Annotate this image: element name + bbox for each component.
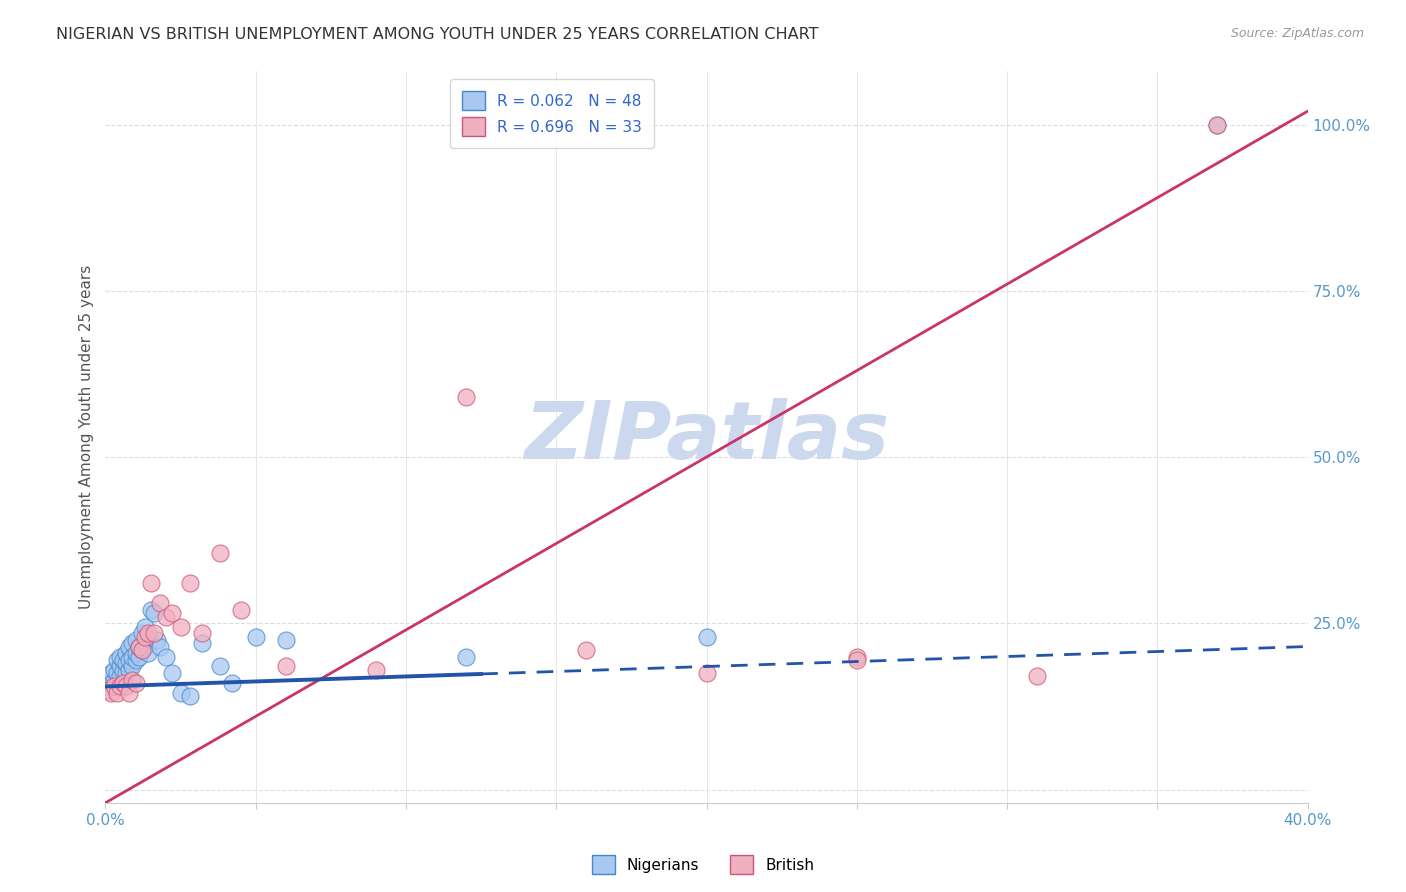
Point [97,682,120,697]
Point [696,666,718,681]
Point [136,646,159,660]
Point [110,659,132,673]
Point [131,626,153,640]
Point [134,630,156,644]
Point [155,609,177,624]
Point [139,603,162,617]
Point [229,603,252,617]
Point [155,649,177,664]
Point [100,676,122,690]
Point [118,640,141,654]
Point [274,632,297,647]
Point [160,607,183,621]
Y-axis label: Unemployment Among Youth under 25 years: Unemployment Among Youth under 25 years [79,265,94,609]
Text: ZIPatlas: ZIPatlas [524,398,889,476]
Text: Source: ZipAtlas.com: Source: ZipAtlas.com [1230,27,1364,40]
Point [208,659,231,673]
Point [118,686,141,700]
Point [112,653,135,667]
Point [208,546,231,560]
Point [169,619,191,633]
Point [454,649,477,664]
Point [128,640,150,654]
Point [128,649,150,664]
Point [1206,118,1229,132]
Point [110,669,132,683]
Point [454,390,477,404]
Point [124,646,146,660]
Point [179,576,201,591]
Point [245,630,267,644]
Point [100,686,122,700]
Legend: R = 0.062   N = 48, R = 0.696   N = 33: R = 0.062 N = 48, R = 0.696 N = 33 [450,79,654,148]
Point [100,666,122,681]
Point [148,596,170,610]
Point [103,663,125,677]
Point [121,673,143,687]
Text: NIGERIAN VS BRITISH UNEMPLOYMENT AMONG YOUTH UNDER 25 YEARS CORRELATION CHART: NIGERIAN VS BRITISH UNEMPLOYMENT AMONG Y… [56,27,818,42]
Legend: Nigerians, British: Nigerians, British [586,849,820,880]
Point [110,680,132,694]
Point [134,619,156,633]
Point [118,663,141,677]
Point [112,676,135,690]
Point [145,632,167,647]
Point [221,676,243,690]
Point [107,686,129,700]
Point [103,680,125,694]
Point [696,630,718,644]
Point [1206,118,1229,132]
Point [190,636,212,650]
Point [112,676,135,690]
Point [169,686,191,700]
Point [131,643,153,657]
Point [845,649,868,664]
Point [124,653,146,667]
Point [121,636,143,650]
Point [107,653,129,667]
Point [115,646,138,660]
Point [142,626,165,640]
Point [148,640,170,654]
Point [160,666,183,681]
Point [364,663,387,677]
Point [103,673,125,687]
Point [115,666,138,681]
Point [274,659,297,673]
Point [107,666,129,681]
Point [124,632,146,647]
Point [115,656,138,670]
Point [142,607,165,621]
Point [575,643,598,657]
Point [112,664,135,678]
Point [115,680,138,694]
Point [136,626,159,640]
Point [118,653,141,667]
Point [1026,669,1049,683]
Point [139,576,162,591]
Point [179,690,201,704]
Point [128,640,150,654]
Point [131,643,153,657]
Point [134,640,156,654]
Point [845,653,868,667]
Point [97,680,120,694]
Point [110,649,132,664]
Point [121,649,143,664]
Point [121,659,143,673]
Point [190,626,212,640]
Point [124,676,146,690]
